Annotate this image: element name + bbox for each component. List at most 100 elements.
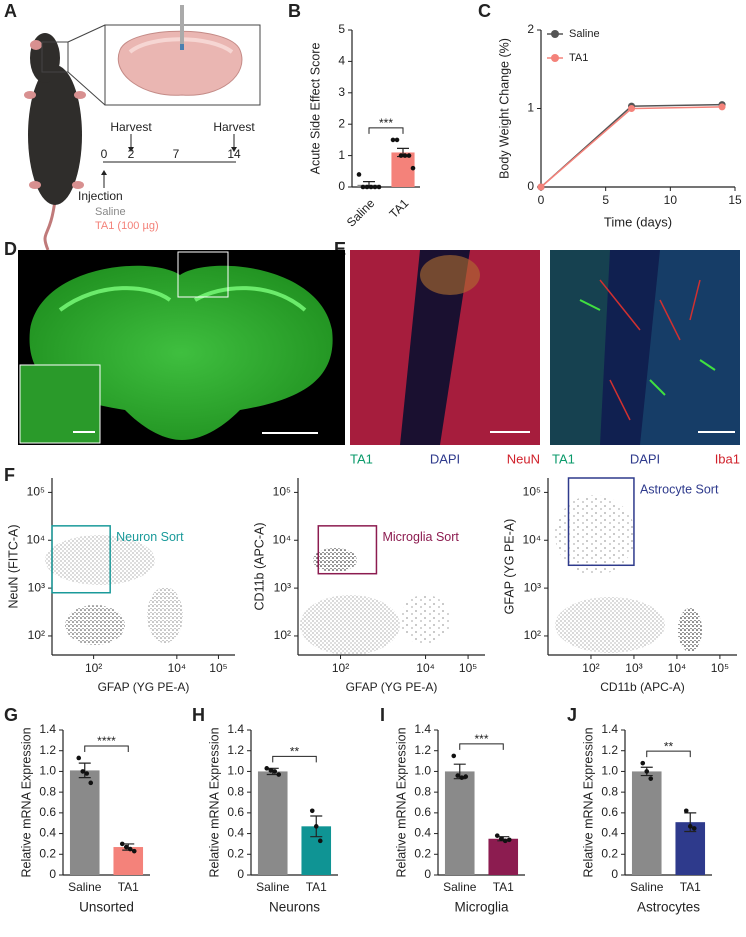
y-axis-label: Relative mRNA Expression (581, 727, 595, 877)
y-axis-label: Relative mRNA Expression (19, 727, 33, 877)
panel-letter: D (4, 239, 17, 259)
y-tick-label: 0 (527, 179, 534, 193)
y-tick-label: 0.4 (414, 826, 431, 840)
y-tick-label: 1.4 (601, 722, 618, 736)
x-tick-label: 15 (728, 193, 742, 207)
x-axis-label: Microglia (454, 900, 509, 915)
error-bar (453, 763, 466, 780)
harvest-label: Harvest (213, 120, 255, 134)
x-tick-label: Saline (443, 880, 477, 894)
y-tick-label: 0 (49, 867, 56, 881)
y-tick-label: 1.2 (414, 743, 431, 757)
y-tick-label: 10² (274, 628, 291, 642)
y-axis-label: GFAP (YG PE-A) (502, 519, 516, 615)
stain-label: DAPI (630, 451, 660, 466)
significance-label: **** (97, 734, 116, 748)
data-point (410, 165, 416, 171)
data-point (360, 184, 366, 190)
data-point (394, 137, 400, 143)
group-label: TA1 (100 µg) (95, 220, 159, 232)
panel-letters: A B C D E F G H I J (4, 1, 577, 725)
y-tick-label: 0 (424, 867, 431, 881)
data-point (309, 808, 315, 814)
charts: 0 1 2 3 4 5 Acute Side Effect Score Saline TA1 **… (6, 22, 742, 914)
sort-gate (51, 525, 111, 594)
mouse-schematic (24, 5, 261, 251)
y-tick-label: 0.4 (601, 826, 618, 840)
y-tick-label: 10⁴ (272, 532, 291, 546)
data-point (127, 846, 133, 852)
gate-label: Neuron Sort (116, 530, 184, 544)
data-point (264, 766, 270, 771)
y-axis-label: NeuN (FITC-A) (6, 524, 20, 608)
gate-label: Astrocyte Sort (640, 482, 719, 496)
data-point (455, 773, 461, 778)
flow-clouds (45, 495, 702, 655)
y-tick-label: 1.0 (414, 764, 431, 778)
legend-label: Saline (569, 28, 600, 40)
y-tick-label: 0.8 (39, 784, 56, 798)
error-bar (684, 812, 697, 833)
group-label: Saline (95, 206, 126, 218)
y-tick-label: 10⁴ (26, 532, 45, 546)
series-line (540, 106, 723, 188)
data-point (406, 153, 412, 158)
timeline-tick: 2 (128, 147, 135, 161)
data-point (268, 768, 274, 773)
data-point (131, 848, 137, 854)
y-tick-label: 0.4 (227, 826, 244, 840)
y-tick-label: 10³ (274, 580, 291, 594)
legend-marker (551, 54, 559, 62)
data-point (691, 826, 697, 831)
y-tick-label: 1.2 (227, 743, 244, 757)
y-axis-label: Acute Side Effect Score (308, 43, 322, 175)
x-axis-label: Neurons (269, 900, 320, 915)
x-tick-label: TA1 (306, 880, 327, 894)
stain-label: Iba1 (715, 451, 740, 466)
significance-label: ** (664, 739, 674, 753)
stain-label: TA1 (350, 451, 373, 466)
x-tick-label: 10⁵ (711, 661, 729, 675)
bar (631, 771, 662, 875)
bar (113, 847, 144, 875)
x-tick-label: 5 (602, 193, 609, 207)
data-point (317, 838, 323, 844)
panel-letter: I (380, 705, 385, 725)
sort-gate (317, 525, 378, 575)
x-tick-label: 10⁴ (168, 661, 187, 675)
bar (69, 770, 100, 875)
harvest-label: Harvest (110, 120, 152, 134)
data-point (88, 780, 94, 786)
gate-label: Microglia Sort (382, 530, 459, 544)
y-tick-label: 0 (338, 179, 345, 193)
y-tick-label: 0.8 (227, 784, 244, 798)
data-point (80, 769, 86, 774)
y-tick-label: 0.8 (601, 784, 618, 798)
significance-label: ** (290, 744, 300, 758)
error-bar (363, 181, 375, 189)
y-axis-label: Body Weight Change (%) (497, 38, 511, 179)
significance-bracket (646, 750, 691, 758)
panel-letter: B (288, 1, 301, 21)
y-tick-label: 0.6 (601, 805, 618, 819)
data-point (119, 841, 125, 847)
x-tick-label: Saline (256, 880, 290, 894)
legend-label: TA1 (569, 52, 588, 64)
significance-label: *** (474, 732, 488, 746)
x-tick-label: 10³ (625, 661, 642, 675)
data-point (459, 775, 465, 780)
significance-label: *** (379, 116, 393, 130)
data-point (276, 772, 282, 777)
y-tick-label: 0.2 (39, 846, 56, 860)
data-point (402, 153, 408, 158)
y-tick-label: 1.4 (39, 722, 56, 736)
bar (488, 838, 519, 875)
micrograph-images: TA1 DAPI NeuN TA1 DAPI Iba1 (350, 250, 740, 466)
y-axis-label: Relative mRNA Expression (394, 727, 408, 877)
y-tick-label: 2 (527, 22, 534, 36)
y-tick-label: 0.6 (39, 805, 56, 819)
panel-letter: G (4, 705, 18, 725)
error-bar (122, 843, 135, 851)
panel-letter: J (567, 705, 577, 725)
